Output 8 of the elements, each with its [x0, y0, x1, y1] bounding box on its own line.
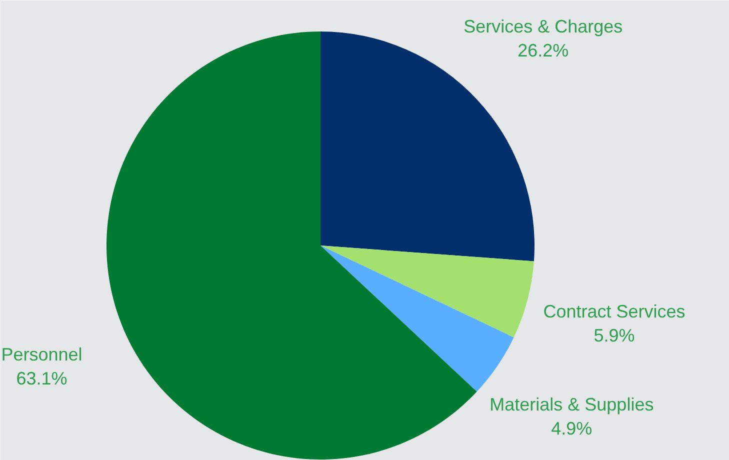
- data-label: 26.2%: [518, 40, 569, 61]
- slice-label: Services & Charges: [464, 16, 623, 37]
- slice-label: Materials & Supplies: [490, 394, 654, 415]
- slice-label: Personnel: [1, 344, 82, 365]
- slice-label: Contract Services: [543, 301, 686, 322]
- data-label: 63.1%: [16, 368, 68, 389]
- data-label: 4.9%: [551, 418, 592, 439]
- data-label: 5.9%: [594, 325, 635, 346]
